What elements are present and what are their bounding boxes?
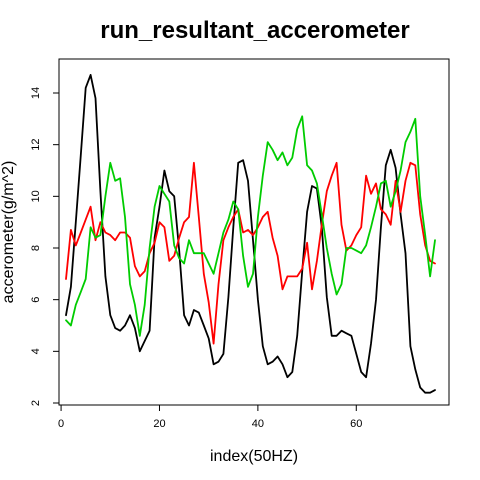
x-axis-label: index(50HZ) [210,448,298,465]
series-layer [65,74,436,394]
x-tick-label: 60 [350,418,362,430]
x-axis: 0 20 40 60 [58,405,362,430]
series-line-3 [65,115,436,337]
series-line-2 [65,161,436,345]
plot-frame [58,58,450,406]
y-tick-label: 10 [30,190,42,202]
y-axis-label: accerometer(g/m^2) [0,161,17,304]
y-tick-label: 14 [30,87,42,99]
y-tick-label: 8 [30,245,42,251]
chart-title: run_resultant_accerometer [100,17,409,44]
y-tick-label: 4 [30,348,42,354]
y-tick-label: 6 [30,297,42,303]
y-tick-label: 2 [30,400,42,406]
y-axis: 2 4 6 8 10 12 14 [30,87,59,406]
x-tick-label: 20 [153,418,165,430]
x-tick-label: 0 [58,418,64,430]
y-tick-label: 12 [30,139,42,151]
series-line-1 [65,74,436,394]
x-tick-label: 40 [252,418,264,430]
